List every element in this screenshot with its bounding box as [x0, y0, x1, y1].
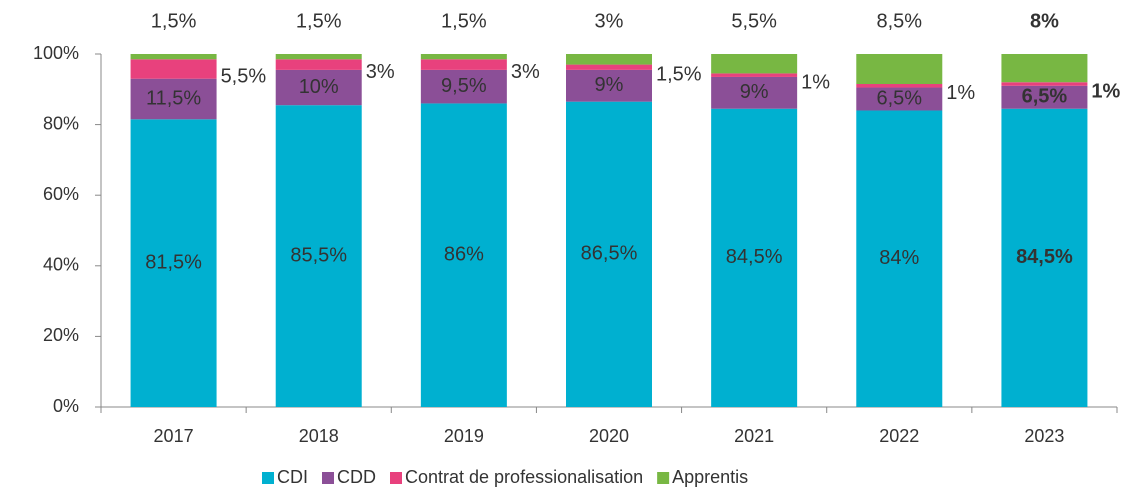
data-label: 3% — [511, 61, 540, 83]
data-label: 9% — [740, 81, 769, 103]
data-label: 1,5% — [296, 10, 342, 32]
data-label: 10% — [299, 76, 339, 98]
y-tick-label: 60% — [43, 184, 79, 204]
legend-swatch — [657, 472, 670, 484]
bar-segment — [420, 69, 507, 104]
bar-segment — [566, 101, 652, 407]
data-label: 3% — [595, 10, 624, 32]
bar-segment — [566, 54, 652, 65]
data-label: 84,5% — [1016, 246, 1073, 268]
bar-segment — [856, 84, 943, 88]
bar-segment — [130, 59, 217, 79]
bar-segment — [856, 110, 943, 407]
y-tick-label: 20% — [43, 325, 79, 345]
bar-segment — [420, 103, 507, 408]
legend-swatch — [390, 472, 402, 484]
bar-segment — [130, 119, 217, 408]
x-tick-label: 2017 — [154, 426, 194, 446]
data-label: 5,5% — [221, 65, 267, 87]
data-label: 6,5% — [1022, 86, 1068, 108]
legend-swatch — [262, 472, 274, 484]
y-tick-label: 100% — [33, 43, 79, 63]
data-label: 84% — [879, 247, 919, 269]
x-tick-label: 2019 — [444, 426, 484, 446]
data-label: 81,5% — [145, 251, 202, 273]
data-label: 84,5% — [726, 246, 783, 268]
data-label: 11,5% — [146, 87, 201, 109]
bar-segment — [711, 54, 798, 74]
y-tick-label: 0% — [53, 396, 79, 416]
bar-segment — [566, 64, 652, 70]
legend-swatch — [322, 472, 334, 484]
bar-segment — [1001, 54, 1088, 83]
data-label: 85,5% — [290, 244, 347, 266]
bar-segment — [856, 54, 943, 85]
bar-segment — [130, 78, 217, 120]
data-label: 86,5% — [581, 243, 638, 265]
y-tick-label: 40% — [43, 255, 79, 275]
bar-segment — [856, 87, 943, 111]
y-tick-label: 80% — [43, 113, 79, 133]
data-label: 3% — [366, 61, 395, 83]
data-label: 9,5% — [441, 75, 487, 97]
bar-segment — [711, 76, 798, 109]
x-tick-label: 2018 — [299, 426, 339, 446]
data-label: 1,5% — [656, 64, 702, 86]
x-tick-label: 2022 — [879, 426, 919, 446]
bar-segment — [275, 105, 362, 407]
bar-segment — [1001, 82, 1088, 86]
bar-segment — [130, 54, 217, 60]
x-tick-label: 2021 — [734, 426, 774, 446]
data-label: 1,5% — [441, 10, 487, 32]
legend-label: CDD — [337, 467, 376, 487]
data-label: 86% — [444, 243, 484, 265]
data-label: 8% — [1030, 10, 1059, 32]
legend-label: Contrat de professionalisation — [405, 467, 643, 487]
x-tick-label: 2020 — [589, 426, 629, 446]
data-label: 1% — [801, 71, 830, 93]
bar-segment — [711, 73, 798, 77]
data-label: 1% — [946, 82, 975, 104]
data-label: 5,5% — [731, 10, 777, 32]
data-label: 1% — [1091, 80, 1120, 102]
bar-segment — [711, 108, 798, 407]
data-label: 1,5% — [151, 10, 197, 32]
data-label: 9% — [595, 74, 624, 96]
bar-segment — [1001, 108, 1088, 407]
bar-segment — [566, 69, 652, 102]
bar-segment — [1001, 85, 1088, 109]
legend-label: Apprentis — [672, 467, 748, 487]
bar-segment — [420, 54, 507, 60]
bar-segment — [275, 69, 362, 106]
data-label: 8,5% — [876, 10, 922, 32]
bar-segment — [275, 54, 362, 60]
bar-segment — [275, 59, 362, 70]
legend-label: CDI — [277, 467, 308, 487]
x-tick-label: 2023 — [1024, 426, 1064, 446]
data-label: 6,5% — [876, 87, 922, 109]
bar-segment — [420, 59, 507, 70]
